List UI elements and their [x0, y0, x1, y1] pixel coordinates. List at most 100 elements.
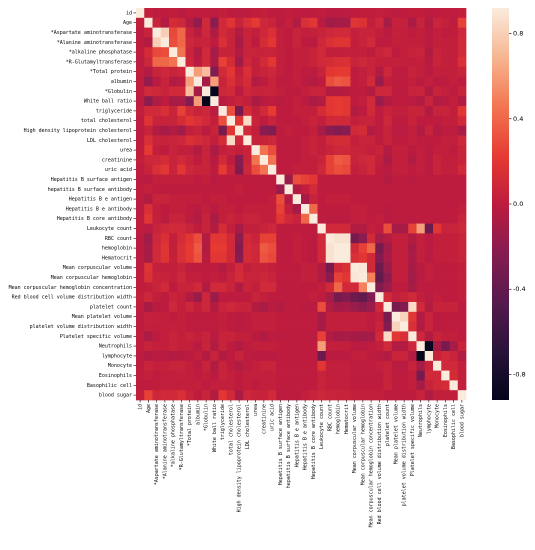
heatmap-cell: [185, 8, 195, 19]
heatmap-cell: [202, 390, 211, 401]
heatmap-cell: [358, 262, 368, 273]
heatmap-cell: [226, 47, 236, 58]
heatmap-cell: [144, 292, 153, 303]
heatmap-cell: [391, 360, 401, 371]
heatmap-cell: [400, 8, 409, 19]
x-tick-label: *Aspartate aminotransferase: [154, 404, 160, 485]
heatmap-cell: [334, 370, 343, 381]
heatmap-cell: [259, 292, 269, 303]
heatmap-cell: [375, 360, 384, 371]
heatmap-cell: [259, 370, 269, 381]
heatmap-cell: [457, 155, 467, 166]
heatmap-cell: [259, 311, 269, 322]
heatmap-cell: [235, 27, 244, 38]
heatmap-cell: [433, 145, 442, 156]
heatmap-cell: [185, 233, 195, 244]
heatmap-cell: [325, 86, 335, 97]
heatmap-cell: [152, 243, 162, 254]
heatmap-cell: [342, 213, 351, 224]
heatmap-cell: [235, 37, 244, 48]
heatmap-cell: [301, 66, 310, 77]
heatmap-cell: [424, 8, 434, 19]
heatmap-cell: [243, 243, 252, 254]
y-tick-label: *Alanine aminotransferase: [57, 40, 132, 46]
heatmap-cell: [202, 155, 211, 166]
x-tick-label: uric acid: [270, 404, 276, 431]
heatmap-cell: [342, 47, 351, 58]
heatmap-cell: [276, 66, 285, 77]
heatmap-cell: [317, 262, 327, 273]
heatmap-cell: [449, 204, 459, 215]
heatmap-cell: [334, 360, 343, 371]
heatmap-cell: [136, 194, 145, 205]
heatmap-cell: [449, 145, 459, 156]
heatmap-cell: [301, 272, 310, 283]
heatmap-cell: [136, 243, 145, 254]
heatmap-cell: [367, 351, 376, 362]
heatmap-cell: [276, 292, 285, 303]
heatmap-cell: [284, 96, 294, 107]
heatmap-cell: [383, 272, 393, 283]
heatmap-cell: [358, 390, 368, 401]
heatmap-cell: [375, 204, 384, 215]
heatmap-cell: [350, 115, 360, 126]
heatmap-cell: [268, 292, 277, 303]
heatmap-cell: [268, 390, 277, 401]
heatmap-cell: [433, 106, 442, 117]
heatmap-cell: [169, 351, 178, 362]
heatmap-cell: [400, 66, 409, 77]
heatmap-cell: [235, 292, 244, 303]
heatmap-cell: [268, 86, 277, 97]
heatmap-cell: [243, 272, 252, 283]
y-tick-label: Eosinophils: [99, 373, 132, 379]
heatmap-cell: [210, 135, 219, 146]
heatmap-cell: [160, 331, 170, 342]
heatmap-cell: [210, 223, 219, 234]
heatmap-cell: [375, 37, 384, 48]
heatmap-cell: [416, 302, 426, 313]
heatmap-cell: [301, 351, 310, 362]
heatmap-cell: [136, 292, 145, 303]
heatmap-cell: [276, 96, 285, 107]
heatmap-cell: [342, 380, 351, 391]
heatmap-cell: [226, 37, 236, 48]
heatmap-cell: [400, 213, 409, 224]
y-tick-label: *alkaline phosphatase: [69, 50, 132, 56]
heatmap-cell: [408, 115, 417, 126]
heatmap-cell: [276, 341, 285, 352]
heatmap-cell: [152, 282, 162, 293]
heatmap-cell: [169, 311, 178, 322]
heatmap-cell: [400, 164, 409, 175]
heatmap-cell: [309, 184, 318, 195]
heatmap-cell: [342, 311, 351, 322]
heatmap-cell: [441, 233, 450, 244]
heatmap-cell: [301, 96, 310, 107]
heatmap-cell: [416, 174, 426, 185]
heatmap-cell: [136, 282, 145, 293]
heatmap-cell: [210, 272, 219, 283]
heatmap-cell: [235, 321, 244, 332]
heatmap-cell: [367, 282, 376, 293]
heatmap-cell: [144, 360, 153, 371]
heatmap-cell: [441, 243, 450, 254]
heatmap-cell: [169, 194, 178, 205]
heatmap-cell: [202, 76, 211, 87]
heatmap-cell: [424, 233, 434, 244]
y-tick-label: triglyceride: [96, 108, 132, 114]
heatmap-cell: [210, 76, 219, 87]
heatmap-cell: [301, 282, 310, 293]
heatmap-cell: [243, 331, 252, 342]
heatmap-cell: [350, 184, 360, 195]
heatmap-cell: [358, 86, 368, 97]
heatmap-cell: [292, 27, 302, 38]
x-tick-label: id: [138, 404, 144, 410]
heatmap-cell: [441, 106, 450, 117]
heatmap-cell: [375, 223, 384, 234]
heatmap-cell: [367, 272, 376, 283]
heatmap-cell: [243, 76, 252, 87]
heatmap-cell: [416, 57, 426, 68]
heatmap-cell: [334, 341, 343, 352]
heatmap-cell: [367, 164, 376, 175]
heatmap-cell: [358, 292, 368, 303]
heatmap-cell: [424, 125, 434, 136]
